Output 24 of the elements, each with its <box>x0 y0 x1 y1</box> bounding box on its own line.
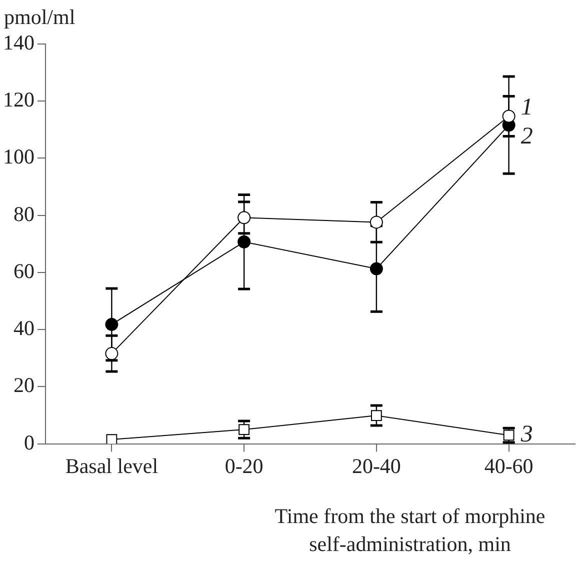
series-label: 3 <box>520 422 533 448</box>
point <box>370 216 383 229</box>
point <box>502 110 516 123</box>
x-tick-label: 0-20 <box>224 454 264 478</box>
y-tick-label: 40 <box>14 316 34 340</box>
x-tick-label: 40-60 <box>484 454 534 478</box>
series-label: 2 <box>520 123 533 150</box>
point <box>370 262 383 276</box>
y-tick-label: 120 <box>3 88 34 112</box>
y-tick-label: 100 <box>3 144 34 169</box>
y-tick-label: 80 <box>14 202 34 226</box>
point <box>105 318 118 331</box>
x-tick-label: Basal level <box>65 454 158 478</box>
x-axis-title: Time from the start of morphine self-administration, min <box>274 504 546 556</box>
y-tick-label: 0 <box>24 430 34 454</box>
point <box>238 235 251 248</box>
point <box>105 347 118 360</box>
y-tick-label: 140 <box>3 30 34 55</box>
x-tick-label: 20-40 <box>352 454 401 478</box>
series-label: 1 <box>520 94 533 121</box>
y-tick-label: 20 <box>14 373 34 398</box>
y-axis-title: pmol/ml <box>4 5 76 29</box>
y-tick-label: 60 <box>14 258 34 283</box>
point <box>238 211 251 224</box>
